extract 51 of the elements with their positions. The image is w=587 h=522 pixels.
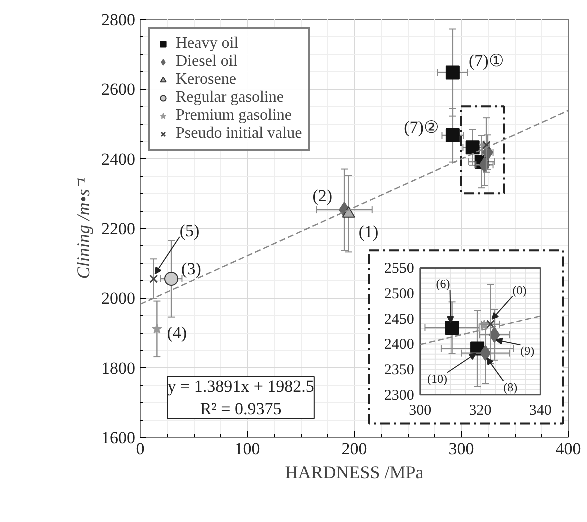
annotation: (9) <box>520 344 535 358</box>
legend-label: Diesel oil <box>176 53 238 71</box>
annotation: (3) <box>182 260 202 279</box>
annotation: (4) <box>167 324 188 343</box>
y-tick-label: 2200 <box>102 220 136 238</box>
annotation: (5) <box>180 222 200 241</box>
annotation: R² = 0.9375 <box>200 400 282 419</box>
x-tick-label: 320 <box>469 402 492 419</box>
y-tick-label: 2500 <box>384 286 414 303</box>
x-tick-label: 340 <box>529 402 552 419</box>
y-tick-label: 2600 <box>102 80 136 100</box>
y-tick-label: 2400 <box>384 337 414 354</box>
annotation: (1) <box>358 222 379 242</box>
point <box>150 274 158 284</box>
y-tick-label: 2550 <box>384 261 414 278</box>
legend-label: Premium gasoline <box>176 107 292 125</box>
point <box>152 324 162 334</box>
annotation: (10) <box>428 372 448 386</box>
y-axis-title: Clining /m•s⁻¹ <box>74 178 94 280</box>
annotation: y = 1.3891x + 1982.5 <box>168 376 314 396</box>
x-axis-title: HARDNESS /MPa <box>285 462 424 482</box>
y-tick-label: 2450 <box>384 312 414 328</box>
y-tick-label: 2300 <box>384 388 414 404</box>
legend-label: Pseudo initial value <box>176 125 302 143</box>
x-tick-label: 300 <box>409 402 432 419</box>
annotation: (8) <box>504 380 518 394</box>
point <box>164 272 179 286</box>
y-tick-label: 2000 <box>102 289 136 308</box>
legend-label: Heavy oil <box>176 35 239 53</box>
x-tick-label: 300 <box>448 440 474 458</box>
annotation: (6) <box>436 276 450 291</box>
legend-label: Regular gasoline <box>176 89 284 107</box>
point <box>446 66 460 80</box>
annotation: (2) <box>312 186 333 206</box>
point <box>486 320 496 329</box>
annotation: (7)① <box>468 51 504 70</box>
point <box>445 320 460 335</box>
annotation: (7)② <box>404 118 439 137</box>
y-tick-label: 2350 <box>384 362 414 379</box>
x-tick-label: 0 <box>136 440 145 458</box>
y-tick-label: 1800 <box>102 358 136 378</box>
x-tick-label: 200 <box>342 440 368 458</box>
y-tick-label: 2400 <box>102 150 136 169</box>
y-tick-label: 2800 <box>102 10 136 30</box>
x-tick-label: 400 <box>556 440 582 458</box>
legend-label: Kerosene <box>176 71 236 89</box>
annotation: (0) <box>512 283 527 298</box>
point <box>466 140 480 155</box>
point <box>446 128 460 142</box>
y-tick-label: 1600 <box>102 428 136 448</box>
x-tick-label: 100 <box>234 440 260 458</box>
